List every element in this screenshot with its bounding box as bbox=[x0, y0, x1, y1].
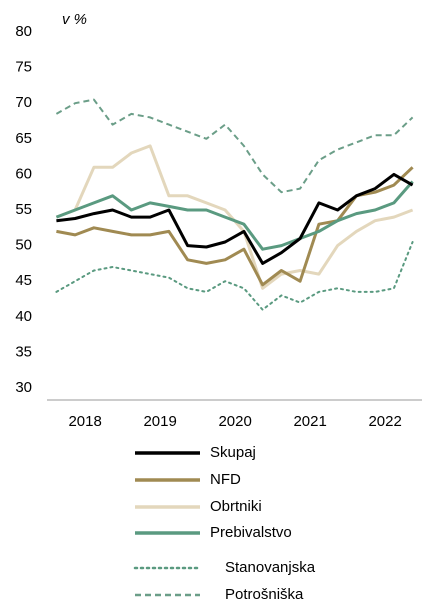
legend-label: Stanovanjska bbox=[225, 559, 316, 576]
legend-label: Obrtniki bbox=[210, 498, 262, 515]
series-line bbox=[55, 180, 414, 251]
y-tick-label: 70 bbox=[15, 94, 32, 111]
y-tick-label: 55 bbox=[15, 201, 32, 218]
x-tick-label: 2021 bbox=[293, 413, 326, 430]
series-line bbox=[55, 241, 414, 311]
y-tick-label: 50 bbox=[15, 237, 32, 254]
x-tick-label: 2022 bbox=[368, 413, 401, 430]
legend-label: NFD bbox=[210, 471, 241, 488]
y-tick-label: 30 bbox=[15, 379, 32, 396]
x-tick-label: 2018 bbox=[68, 413, 101, 430]
y-tick-label: 65 bbox=[15, 130, 32, 147]
x-tick-label: 2019 bbox=[143, 413, 176, 430]
legend-label: Potrošniška bbox=[225, 586, 304, 603]
y-tick-label: 40 bbox=[15, 308, 32, 325]
y-tick-label: 75 bbox=[15, 59, 32, 76]
y-tick-label: 60 bbox=[15, 165, 32, 182]
x-tick-label: 2020 bbox=[218, 413, 251, 430]
series-line bbox=[56, 172, 414, 265]
legend-label: Skupaj bbox=[210, 444, 256, 461]
y-tick-label: 35 bbox=[15, 343, 32, 360]
y-tick-label: 45 bbox=[15, 272, 32, 289]
series-line bbox=[55, 98, 414, 194]
legend-label: Prebivalstvo bbox=[210, 524, 292, 541]
y-axis-label: v % bbox=[62, 11, 87, 28]
y-tick-label: 80 bbox=[15, 23, 32, 40]
